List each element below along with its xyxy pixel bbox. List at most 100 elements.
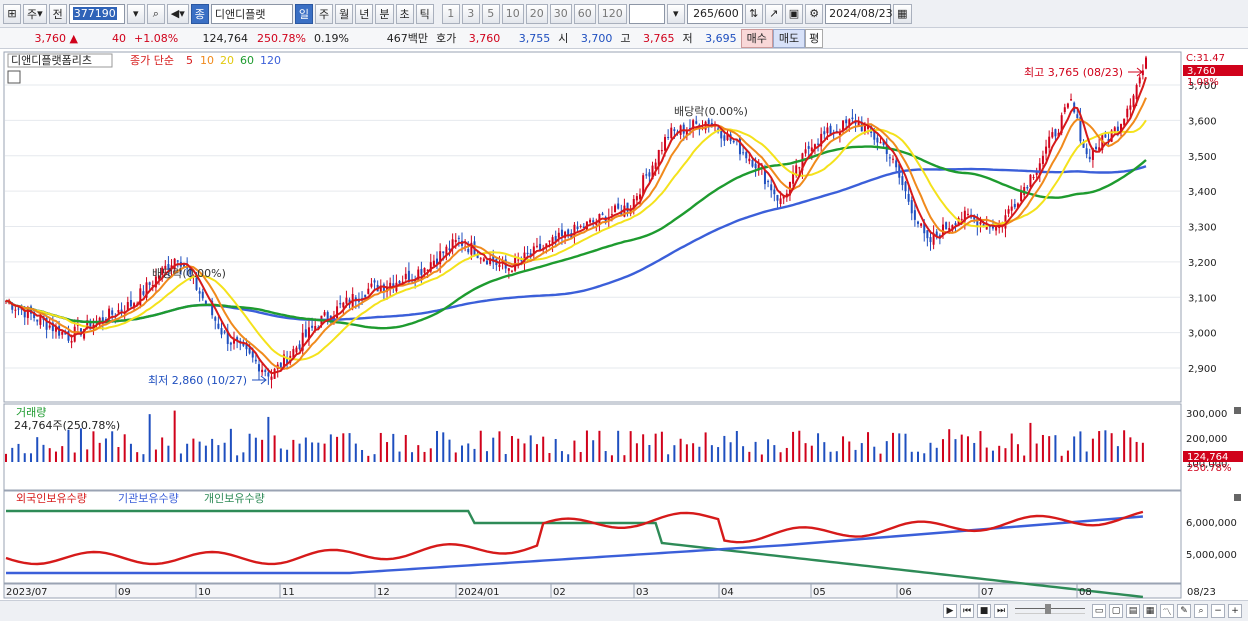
zoom-icon[interactable]: ⌕ (1194, 604, 1208, 618)
chart-area[interactable]: 디앤디플랫폼리츠 종가 단순 5 10 20 60 120 C:31.47 3,… (0, 50, 1248, 600)
layout-icon-3[interactable]: ▤ (1126, 604, 1140, 618)
interval-5-button[interactable]: 5 (481, 3, 500, 24)
candle-body (726, 133, 729, 141)
candle-body (732, 140, 735, 143)
buy-button[interactable]: 매수 (740, 28, 773, 48)
holdings-panel-close-icon[interactable] (1234, 494, 1241, 501)
holdings-lines (5, 509, 1144, 599)
candle-body (336, 306, 339, 318)
stock-code-input[interactable]: 377190 (68, 3, 125, 24)
period-week-button[interactable]: 주 (315, 3, 334, 24)
period-second-button[interactable]: 초 (395, 3, 414, 24)
calendar-icon[interactable]: ▦ (893, 3, 912, 24)
period-day-button[interactable]: 일 (294, 3, 314, 24)
candle-body (651, 165, 654, 180)
interval-3-button[interactable]: 3 (461, 3, 480, 24)
trend-icon[interactable]: 〽 (1160, 604, 1174, 618)
save-icon[interactable]: ▣ (784, 3, 804, 24)
layout-icon-1[interactable]: ▭ (1092, 604, 1106, 618)
candle-body (1048, 136, 1051, 148)
interval-120-button[interactable]: 120 (597, 3, 627, 24)
candle-body (873, 130, 876, 140)
candle-body (935, 231, 938, 237)
zoom-in-icon[interactable]: + (1228, 604, 1242, 618)
candle-body (489, 258, 492, 265)
volume-bar (373, 454, 376, 462)
volume-bar (298, 443, 301, 462)
code-dropdown-icon[interactable]: ▾ (126, 3, 145, 24)
legend-ma60: 60 (240, 54, 254, 67)
x-axis-label: 2024/01 (458, 587, 500, 598)
period-minute-button[interactable]: 분 (375, 3, 394, 24)
interval-60-button[interactable]: 60 (573, 3, 596, 24)
volume-bar (86, 449, 89, 462)
interval-dropdown-icon[interactable]: ▾ (666, 3, 685, 24)
volume-bar (773, 445, 776, 462)
table-toggle-icon[interactable] (7, 70, 21, 84)
interval-10-button[interactable]: 10 (501, 3, 524, 24)
zoom-out-icon[interactable]: − (1211, 604, 1225, 618)
last-icon[interactable]: ⏭ (994, 604, 1008, 618)
zoom-slider[interactable] (1015, 604, 1085, 614)
first-icon[interactable]: ⏮ (960, 604, 974, 618)
stop-icon[interactable]: ■ (977, 604, 991, 618)
candle-body (685, 130, 688, 137)
volume-bar (1010, 433, 1013, 462)
volume-bar (79, 428, 82, 462)
draw-icon[interactable]: ✎ (1177, 604, 1191, 618)
type-select[interactable]: 주 ▾ (23, 3, 47, 24)
volume-bar (567, 454, 570, 462)
chart-type-icon[interactable]: ⊞ (3, 3, 21, 24)
sound-icon[interactable]: ◀▾ (166, 3, 189, 24)
volume-bar (598, 430, 601, 462)
volume-bar (204, 445, 207, 462)
candle-body (857, 121, 860, 126)
bottom-toolbar: ▶ ⏮ ■ ⏭ ▭ ▢ ▤ ▦ 〽 ✎ ⌕ − + (0, 600, 1248, 621)
interval-30-button[interactable]: 30 (549, 3, 572, 24)
x-axis-label: 04 (721, 587, 734, 598)
layout-icon-4[interactable]: ▦ (1143, 604, 1157, 618)
volume-bar (810, 445, 813, 462)
candle-body (161, 267, 164, 275)
candle-body (957, 217, 960, 226)
data-count-input[interactable]: 265/600 (686, 3, 743, 24)
average-button[interactable]: 평 (805, 28, 824, 48)
search-icon[interactable]: ⌕ (146, 3, 165, 24)
candle-body (485, 260, 488, 265)
play-icon[interactable]: ▶ (943, 604, 957, 618)
sell-button[interactable]: 매도 (772, 28, 806, 48)
volume-bar (323, 443, 326, 462)
candle-body (429, 262, 432, 272)
volume-bar (317, 442, 320, 462)
candle-body (829, 125, 832, 136)
date-input[interactable]: 2024/08/23 (825, 3, 893, 24)
settings-gear-icon[interactable]: ⚙ (805, 3, 824, 24)
holdings-panel (3, 490, 1182, 584)
volume-bar (673, 445, 676, 462)
period-month-button[interactable]: 월 (335, 3, 354, 24)
interval-20-button[interactable]: 20 (525, 3, 548, 24)
candle-body (101, 317, 104, 322)
custom-interval-input[interactable] (628, 3, 665, 24)
line-tool-icon[interactable]: ↗ (764, 3, 783, 24)
volume-panel-close-icon[interactable] (1234, 407, 1241, 414)
stock-chart[interactable]: 디앤디플랫폼리츠 종가 단순 5 10 20 60 120 C:31.47 3,… (0, 50, 1248, 600)
candle-body (267, 372, 270, 377)
candle-body (635, 196, 638, 201)
volume-bar (311, 442, 314, 462)
high-price: 3,765 (643, 31, 675, 45)
volume-bar (261, 439, 264, 462)
candle-body (164, 265, 167, 269)
chart-tools-icon[interactable]: ⇅ (744, 3, 763, 24)
volume-bar (154, 449, 157, 462)
candle-body (979, 222, 982, 225)
candle-body (670, 127, 673, 139)
price-change: 40 (112, 31, 126, 45)
candle-body (1104, 134, 1107, 138)
period-year-button[interactable]: 년 (355, 3, 374, 24)
interval-1-button[interactable]: 1 (441, 3, 460, 24)
period-tick-button[interactable]: 틱 (415, 3, 434, 24)
volume-bar (329, 434, 332, 462)
prev-button[interactable]: 전 (48, 3, 67, 24)
layout-icon-2[interactable]: ▢ (1109, 604, 1123, 618)
